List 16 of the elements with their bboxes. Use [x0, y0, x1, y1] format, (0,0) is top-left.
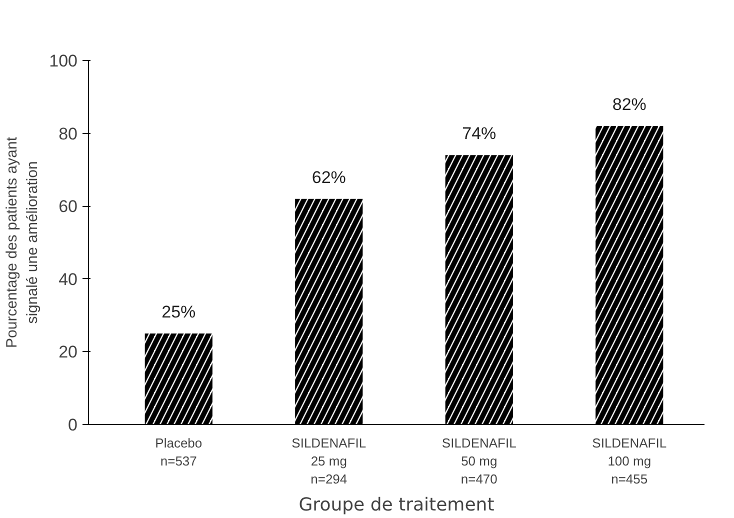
- x-tick-label: SILDENAFIL 50 mg n=470: [442, 436, 516, 486]
- data-label: 25%: [162, 302, 196, 322]
- x-tick-label: SILDENAFIL 100 mg n=455: [592, 436, 667, 486]
- data-label: 82%: [612, 95, 646, 114]
- x-tick-label: Placebo n=537: [155, 436, 202, 468]
- y-tick-label: 80: [58, 124, 78, 144]
- y-axis-title: Pourcentage des patients ayant signalé une amélioration: [4, 136, 42, 348]
- x-tick-label: SILDENAFIL 25 mg n=294: [292, 436, 366, 486]
- y-tick-label: 20: [58, 342, 78, 362]
- y-tick-label: 60: [58, 197, 78, 216]
- x-axis-title: Groupe de traitement: [298, 494, 494, 516]
- y-tick-label: 100: [49, 52, 78, 70]
- y-tick-label: 0: [68, 416, 78, 434]
- data-label: 62%: [312, 168, 346, 187]
- y-tick-label: 40: [58, 270, 78, 289]
- data-label: 74%: [462, 124, 496, 144]
